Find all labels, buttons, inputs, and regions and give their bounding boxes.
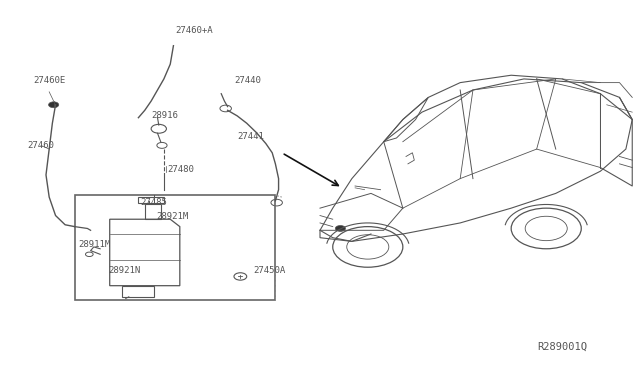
Text: 28921N: 28921N [108,266,141,275]
Text: 27480: 27480 [167,165,194,174]
Bar [138,197,164,203]
Text: 27460E: 27460E [33,76,65,85]
Text: 27485: 27485 [140,198,167,207]
Bar [145,205,161,219]
Text: 27460+A: 27460+A [175,26,213,35]
Bar [75,195,275,301]
Text: 28916: 28916 [151,111,178,121]
Text: 27440: 27440 [234,76,261,85]
Circle shape [49,102,59,108]
Circle shape [335,225,346,231]
Text: 27460: 27460 [27,141,54,150]
Text: 27441: 27441 [237,132,264,141]
Text: 27450A: 27450A [253,266,285,275]
Text: 28921M: 28921M [156,212,189,221]
Bar [122,286,154,297]
Text: R289001Q: R289001Q [537,342,587,352]
Text: 28911M: 28911M [78,240,110,249]
